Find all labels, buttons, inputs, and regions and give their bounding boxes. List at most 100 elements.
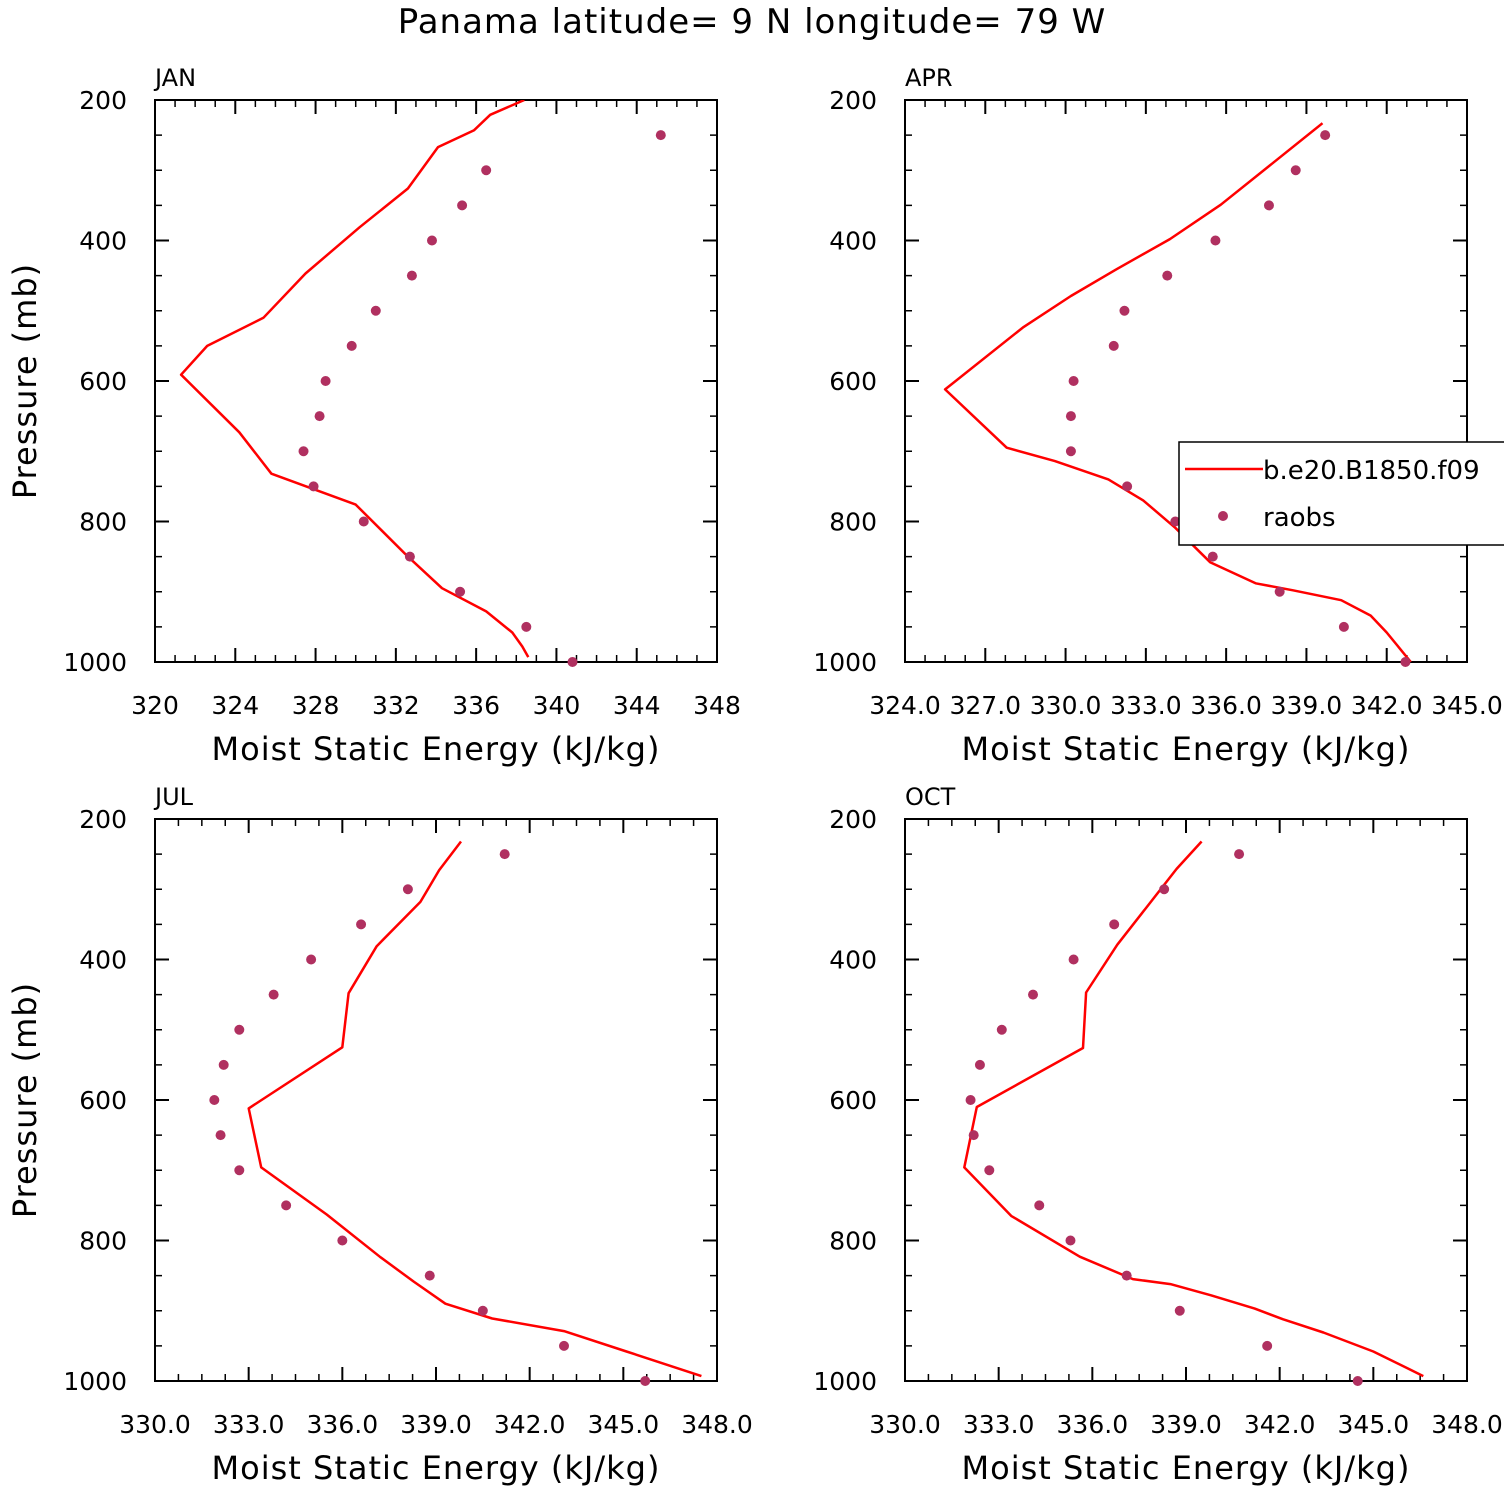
raobs-point [1162, 270, 1173, 281]
x-tick-label: 336 [452, 691, 500, 720]
x-tick-label: 332 [372, 691, 420, 720]
x-axis-label: Moist Static Energy (kJ/kg) [962, 1449, 1411, 1487]
raobs-point [477, 1305, 488, 1316]
raobs-point [1170, 516, 1181, 527]
raobs-point [1028, 989, 1039, 1000]
x-tick-label: 342.0 [1244, 1410, 1316, 1439]
y-tick-label: 1000 [63, 648, 127, 677]
raobs-point [314, 411, 325, 422]
y-tick-label: 200 [829, 86, 877, 115]
x-tick-label: 336.0 [1190, 691, 1262, 720]
x-tick-label: 320 [131, 691, 179, 720]
y-tick-label: 600 [79, 367, 127, 396]
raobs-point [1109, 919, 1120, 930]
raobs-point [968, 1130, 979, 1141]
raobs-point [358, 516, 369, 527]
panel-jan: 320 324 328 332 336 340 344 348 200 400 600 800 1000… [6, 64, 741, 768]
panel-label: JAN [153, 64, 196, 92]
raobs-point [234, 1165, 245, 1176]
raobs-point [1263, 200, 1274, 211]
y-tick-label: 600 [79, 1086, 127, 1115]
raobs-point [320, 376, 331, 386]
raobs-point [406, 270, 417, 281]
x-tick-label: 330.0 [1030, 691, 1102, 720]
raobs-point [1262, 1340, 1273, 1351]
raobs-point [1068, 376, 1079, 386]
y-tick-label: 800 [79, 1227, 127, 1256]
raobs-point [499, 849, 510, 860]
x-tick-label: 339.0 [1150, 1410, 1222, 1439]
raobs-point [370, 305, 381, 316]
y-tick-label: 200 [79, 805, 127, 834]
plot-frame [904, 99, 1468, 663]
legend-box [1178, 441, 1504, 546]
x-tick-label: 328 [292, 691, 340, 720]
raobs-point [234, 1024, 245, 1035]
x-axis-label: Moist Static Energy (kJ/kg) [212, 1449, 661, 1487]
legend-model-label: b.e20.B1850.f09 [1263, 456, 1480, 486]
panel-label: APR [905, 64, 953, 92]
plot-frame [154, 99, 718, 663]
panel-label: JUL [153, 783, 194, 811]
model-series-line [963, 840, 1424, 1378]
raobs-point [218, 1059, 229, 1070]
x-tick-label: 327.0 [949, 691, 1021, 720]
raobs-point [1174, 1305, 1185, 1316]
y-tick-label: 800 [829, 508, 877, 537]
panel-apr: 324.0 327.0 330.0 333.0 336.0 339.0 342.0 345.0… [813, 64, 1504, 768]
raobs-point [1400, 657, 1411, 667]
raobs-point [965, 1095, 976, 1105]
raobs-point [1065, 446, 1076, 457]
x-tick-label: 345.0 [588, 1410, 660, 1439]
raobs-point [402, 884, 413, 895]
raobs-point [996, 1024, 1007, 1035]
y-tick-label: 400 [829, 946, 877, 975]
y-axis-label: Pressure (mb) [6, 263, 44, 499]
y-tick-label: 1000 [813, 648, 877, 677]
x-tick-label: 339.0 [400, 1410, 472, 1439]
raobs-point [1207, 551, 1218, 562]
y-tick-label: 400 [79, 227, 127, 256]
x-axis-label: Moist Static Energy (kJ/kg) [212, 730, 661, 768]
y-tick-label: 200 [79, 86, 127, 115]
raobs-point [1320, 130, 1331, 141]
raobs-point [1234, 849, 1245, 860]
x-tick-label: 348.0 [1431, 1410, 1503, 1439]
x-tick-label: 330.0 [869, 1410, 941, 1439]
raobs-point [1122, 481, 1133, 492]
raobs-point [457, 200, 468, 211]
x-axis-label: Moist Static Energy (kJ/kg) [962, 730, 1411, 768]
raobs-point [640, 1376, 651, 1386]
raobs-point [1068, 954, 1079, 965]
x-tick-label: 333.0 [963, 1410, 1035, 1439]
y-tick-label: 800 [79, 508, 127, 537]
raobs-point [281, 1200, 292, 1211]
panel-oct: 330.0 333.0 336.0 339.0 342.0 345.0 348.0 200 40… [813, 783, 1502, 1487]
x-tick-label: 344 [613, 691, 661, 720]
raobs-point [215, 1130, 226, 1141]
x-tick-label: 345.0 [1431, 691, 1503, 720]
raobs-point [426, 235, 437, 246]
x-tick-label: 348.0 [681, 1410, 753, 1439]
x-tick-label: 324 [211, 691, 259, 720]
model-series-line [179, 100, 530, 658]
raobs-point [481, 165, 492, 176]
raobs-point [655, 130, 666, 141]
raobs-point [567, 657, 578, 667]
x-tick-label: 342.0 [1351, 691, 1423, 720]
y-tick-label: 200 [829, 805, 877, 834]
y-tick-label: 1000 [63, 1367, 127, 1396]
y-tick-label: 400 [829, 227, 877, 256]
raobs-point [298, 446, 309, 457]
page-title: Panama latitude= 9 N longitude= 79 W [397, 2, 1107, 42]
raobs-point [559, 1340, 570, 1351]
y-tick-label: 1000 [813, 1367, 877, 1396]
raobs-point [1121, 1270, 1132, 1281]
raobs-point [424, 1270, 435, 1281]
y-axis-label: Pressure (mb) [6, 982, 44, 1218]
x-tick-label: 345.0 [1338, 1410, 1410, 1439]
y-tick-label: 600 [829, 1086, 877, 1115]
raobs-point [1034, 1200, 1045, 1211]
raobs-point [308, 481, 319, 492]
raobs-point [356, 919, 367, 930]
